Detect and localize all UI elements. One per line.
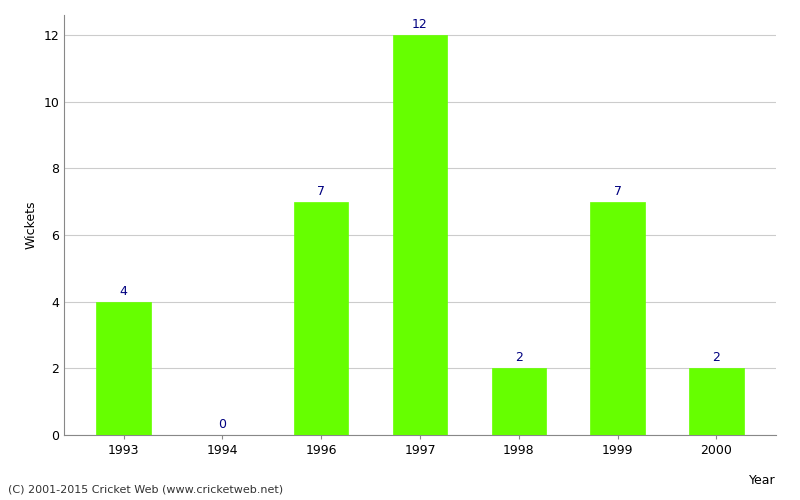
Bar [294, 202, 348, 435]
Text: (C) 2001-2015 Cricket Web (www.cricketweb.net): (C) 2001-2015 Cricket Web (www.cricketwe… [8, 485, 283, 495]
Bar [690, 368, 744, 435]
Text: 7: 7 [317, 184, 325, 198]
Y-axis label: Wickets: Wickets [25, 200, 38, 249]
Text: 4: 4 [120, 284, 127, 298]
Bar [590, 202, 645, 435]
Text: 0: 0 [218, 418, 226, 431]
Text: 12: 12 [412, 18, 428, 31]
Text: 2: 2 [515, 352, 522, 364]
Text: Year: Year [750, 474, 776, 487]
Bar [492, 368, 546, 435]
Bar [393, 35, 447, 435]
Text: 2: 2 [713, 352, 720, 364]
Text: 7: 7 [614, 184, 622, 198]
Bar [96, 302, 150, 435]
